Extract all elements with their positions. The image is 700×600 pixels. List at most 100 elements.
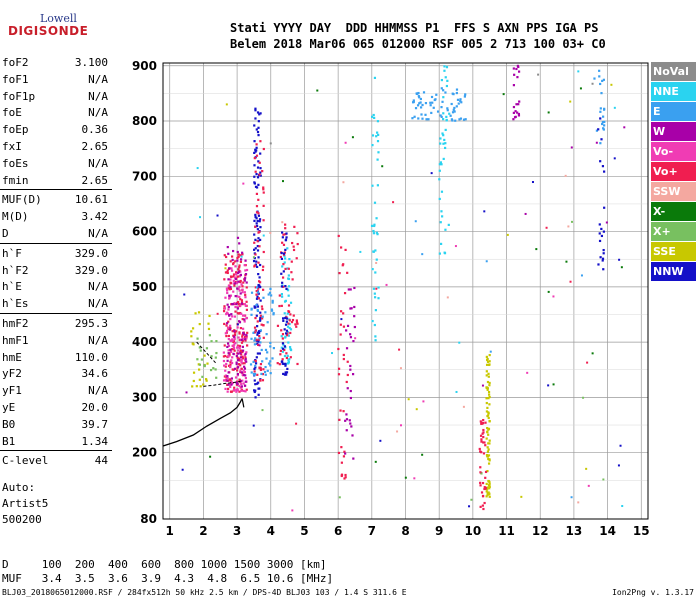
echo-point bbox=[207, 327, 211, 331]
echo-point bbox=[442, 142, 445, 145]
echo-point bbox=[257, 285, 260, 289]
echo-point bbox=[245, 351, 248, 354]
echo-point bbox=[373, 224, 376, 228]
echo-point bbox=[439, 142, 442, 145]
echo-point bbox=[233, 333, 237, 336]
param-name: hmF1 bbox=[2, 333, 29, 347]
echo-point bbox=[479, 434, 483, 437]
echo-point bbox=[269, 372, 272, 375]
echo-point bbox=[264, 348, 268, 352]
echo-point bbox=[200, 358, 203, 361]
echo-point bbox=[284, 227, 287, 230]
noise-point bbox=[552, 295, 555, 298]
echo-point bbox=[241, 357, 245, 360]
noise-point bbox=[281, 221, 284, 224]
echo-point bbox=[488, 487, 491, 490]
echo-point bbox=[227, 308, 230, 311]
echo-point bbox=[262, 296, 265, 299]
echo-point bbox=[414, 107, 418, 110]
echo-point bbox=[238, 357, 241, 360]
echo-point bbox=[488, 363, 491, 367]
echo-point bbox=[245, 308, 248, 311]
y-tick-label: 500 bbox=[132, 280, 157, 294]
echo-point bbox=[600, 92, 603, 95]
echo-point bbox=[265, 333, 268, 336]
x-tick-label: 11 bbox=[498, 524, 515, 538]
echo-point bbox=[227, 284, 230, 287]
echo-point bbox=[256, 291, 260, 294]
echo-point bbox=[245, 335, 248, 338]
echo-point bbox=[351, 434, 354, 437]
echo-point bbox=[259, 226, 262, 229]
echo-point bbox=[485, 437, 488, 440]
echo-point bbox=[232, 261, 235, 265]
echo-point bbox=[253, 360, 256, 363]
echo-point bbox=[290, 271, 293, 274]
echo-point bbox=[241, 350, 244, 354]
echo-point bbox=[485, 482, 488, 486]
legend-item: X- bbox=[651, 202, 696, 221]
echo-point bbox=[237, 363, 241, 366]
param-row: foF1p N/A bbox=[0, 88, 112, 105]
echo-point bbox=[439, 161, 442, 164]
echo-point bbox=[281, 362, 284, 365]
echo-point bbox=[458, 118, 461, 121]
echo-point bbox=[224, 379, 227, 382]
echo-point bbox=[239, 370, 242, 374]
echo-point bbox=[411, 117, 414, 120]
echo-point bbox=[231, 303, 235, 306]
echo-point bbox=[262, 368, 265, 371]
echo-point bbox=[256, 295, 259, 298]
echo-point bbox=[442, 96, 445, 99]
echo-point bbox=[243, 314, 246, 317]
echo-point bbox=[517, 114, 521, 117]
echo-point bbox=[198, 368, 201, 371]
echo-point bbox=[285, 352, 288, 355]
echo-point bbox=[243, 318, 246, 321]
echo-point bbox=[427, 118, 430, 121]
echo-point bbox=[282, 270, 285, 273]
echo-point bbox=[240, 389, 243, 392]
echo-point bbox=[289, 348, 293, 352]
echo-point bbox=[244, 358, 247, 361]
echo-point bbox=[256, 244, 259, 248]
noise-point bbox=[547, 384, 550, 387]
echo-point bbox=[227, 387, 230, 391]
echo-point bbox=[284, 323, 288, 326]
station-header: Stati YYYY DAY DDD HHMMSS P1 FFS S AXN P… bbox=[230, 20, 606, 52]
echo-point bbox=[486, 446, 489, 449]
echo-point bbox=[282, 319, 285, 322]
echo-point bbox=[262, 191, 265, 194]
echo-point bbox=[372, 232, 376, 235]
echo-point bbox=[212, 367, 215, 370]
echo-point bbox=[286, 354, 289, 357]
echo-point bbox=[236, 295, 239, 298]
param-name: yF1 bbox=[2, 384, 22, 398]
param-name: fxI bbox=[2, 139, 22, 153]
echo-point bbox=[243, 291, 246, 294]
noise-point bbox=[569, 100, 572, 103]
noise-point bbox=[374, 460, 377, 463]
echo-point bbox=[197, 311, 201, 314]
noise-point bbox=[342, 181, 345, 184]
echo-point bbox=[194, 312, 197, 315]
param-separator bbox=[0, 242, 112, 244]
param-name: foF2 bbox=[2, 56, 29, 69]
echo-point bbox=[237, 287, 240, 291]
echo-point bbox=[235, 381, 238, 384]
echo-point bbox=[349, 364, 352, 368]
echo-point bbox=[278, 294, 281, 297]
echo-point bbox=[203, 354, 206, 357]
echo-point bbox=[230, 381, 233, 384]
echo-point bbox=[254, 364, 257, 368]
echo-point bbox=[234, 295, 237, 298]
echo-point bbox=[373, 292, 376, 295]
echo-point bbox=[486, 388, 489, 391]
echo-point bbox=[241, 318, 244, 321]
echo-point bbox=[264, 365, 267, 369]
echo-point bbox=[350, 425, 353, 428]
echo-point bbox=[484, 476, 487, 479]
echo-point bbox=[225, 287, 228, 290]
noise-point bbox=[413, 477, 416, 480]
echo-point bbox=[441, 118, 445, 121]
